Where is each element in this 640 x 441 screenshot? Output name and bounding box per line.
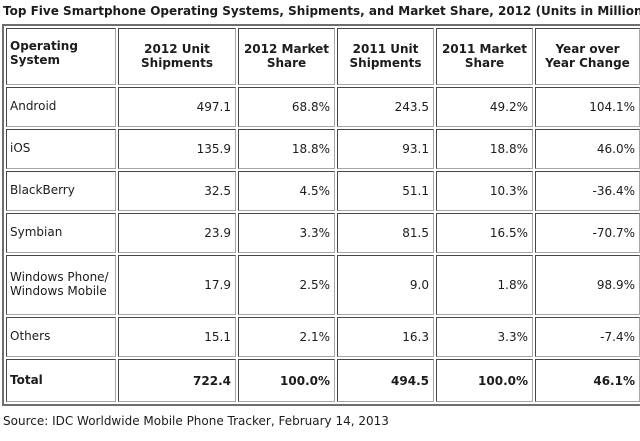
value-cell: 243.5 xyxy=(337,87,434,127)
table-row: iOS 135.9 18.8% 93.1 18.8% 46.0% xyxy=(6,129,640,169)
value-cell: 32.5 xyxy=(118,171,236,211)
value-cell: 93.1 xyxy=(337,129,434,169)
source-note: Source: IDC Worldwide Mobile Phone Track… xyxy=(3,414,389,428)
value-cell: 4.5% xyxy=(238,171,335,211)
value-cell: 16.3 xyxy=(337,317,434,357)
value-cell: 18.8% xyxy=(436,129,533,169)
table-row: Others 15.1 2.1% 16.3 3.3% -7.4% xyxy=(6,317,640,357)
value-cell: 100.0% xyxy=(238,359,335,402)
value-cell: 49.2% xyxy=(436,87,533,127)
value-cell: 23.9 xyxy=(118,213,236,253)
value-cell: -7.4% xyxy=(535,317,640,357)
value-cell: 68.8% xyxy=(238,87,335,127)
os-name-cell: Others xyxy=(6,317,116,357)
value-cell: 81.5 xyxy=(337,213,434,253)
table-row: Symbian 23.9 3.3% 81.5 16.5% -70.7% xyxy=(6,213,640,253)
value-cell: 16.5% xyxy=(436,213,533,253)
os-name-cell: Windows Phone/ Windows Mobile xyxy=(6,255,116,315)
col-header: 2011 Unit Shipments xyxy=(337,28,434,85)
value-cell: 497.1 xyxy=(118,87,236,127)
os-name-cell: Symbian xyxy=(6,213,116,253)
value-cell: -70.7% xyxy=(535,213,640,253)
table-row: Android 497.1 68.8% 243.5 49.2% 104.1% xyxy=(6,87,640,127)
value-cell: 18.8% xyxy=(238,129,335,169)
smartphone-os-table: Operating System 2012 Unit Shipments 2012 … xyxy=(2,24,640,406)
table-row: Windows Phone/ Windows Mobile 17.9 2.5% 9.0… xyxy=(6,255,640,315)
os-name-cell: iOS xyxy=(6,129,116,169)
value-cell: 15.1 xyxy=(118,317,236,357)
value-cell: 2.5% xyxy=(238,255,335,315)
os-name-cell: BlackBerry xyxy=(6,171,116,211)
value-cell: 1.8% xyxy=(436,255,533,315)
value-cell: 494.5 xyxy=(337,359,434,402)
value-cell: 51.1 xyxy=(337,171,434,211)
col-header: 2012 Market Share xyxy=(238,28,335,85)
value-cell: 46.1% xyxy=(535,359,640,402)
value-cell: 17.9 xyxy=(118,255,236,315)
value-cell: -36.4% xyxy=(535,171,640,211)
total-row: Total 722.4 100.0% 494.5 100.0% 46.1% xyxy=(6,359,640,402)
table-row: BlackBerry 32.5 4.5% 51.1 10.3% -36.4% xyxy=(6,171,640,211)
value-cell: 722.4 xyxy=(118,359,236,402)
os-name-cell: Total xyxy=(6,359,116,402)
col-header: 2011 Market Share xyxy=(436,28,533,85)
value-cell: 3.3% xyxy=(238,213,335,253)
value-cell: 46.0% xyxy=(535,129,640,169)
value-cell: 2.1% xyxy=(238,317,335,357)
col-header: 2012 Unit Shipments xyxy=(118,28,236,85)
col-header-operating-system: Operating System xyxy=(6,28,116,85)
table-header-row: Operating System 2012 Unit Shipments 2012 … xyxy=(6,28,640,85)
value-cell: 3.3% xyxy=(436,317,533,357)
os-name-cell: Android xyxy=(6,87,116,127)
page-title: Top Five Smartphone Operating Systems, S… xyxy=(3,4,640,18)
value-cell: 104.1% xyxy=(535,87,640,127)
value-cell: 100.0% xyxy=(436,359,533,402)
value-cell: 135.9 xyxy=(118,129,236,169)
value-cell: 98.9% xyxy=(535,255,640,315)
value-cell: 9.0 xyxy=(337,255,434,315)
value-cell: 10.3% xyxy=(436,171,533,211)
col-header: Year over Year Change xyxy=(535,28,640,85)
